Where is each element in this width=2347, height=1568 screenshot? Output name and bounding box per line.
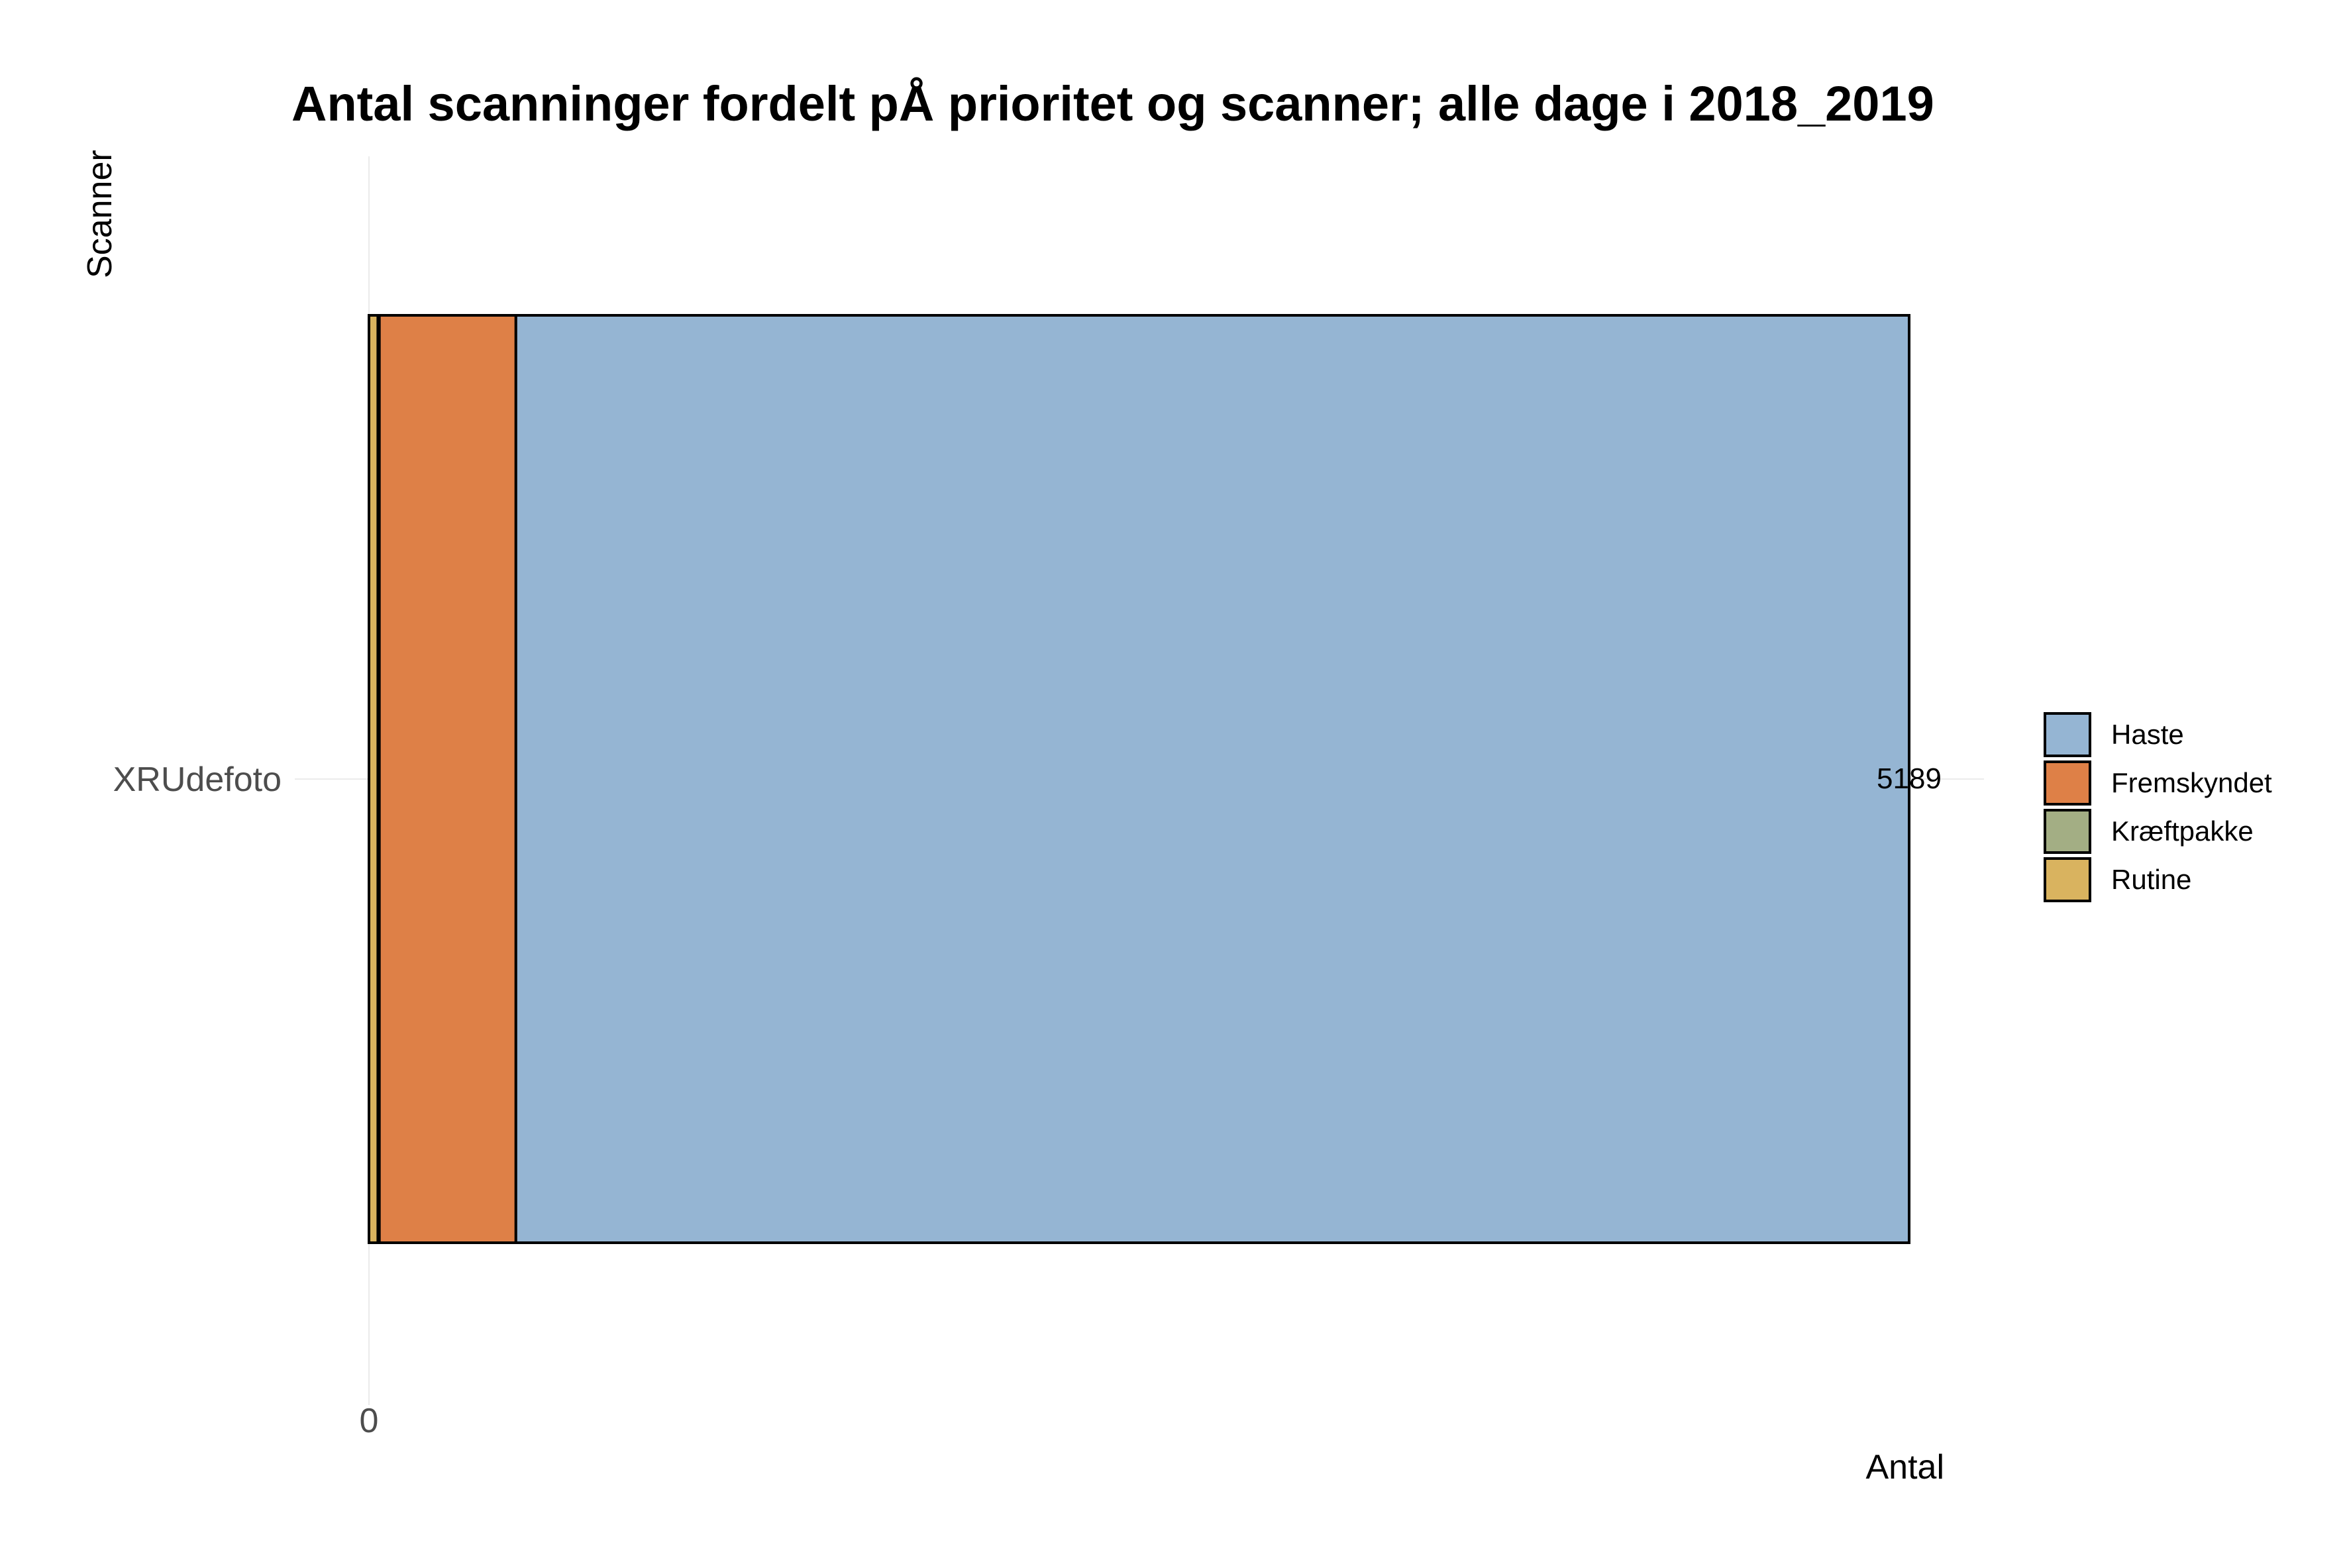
y-tick-label-xrudefoto: XRUdefoto — [113, 760, 282, 799]
legend: Haste Fremskyndet Kræftpakke Rutine — [2044, 712, 2272, 902]
legend-key-kr-ftpakke — [2044, 809, 2091, 854]
bar-segment-fremskyndet — [378, 314, 517, 1244]
legend-label-rutine: Rutine — [2111, 864, 2191, 895]
bars — [368, 314, 1910, 1244]
total-label: 5189 — [1877, 762, 1942, 795]
legend-label-fremskyndet: Fremskyndet — [2111, 767, 2272, 798]
chart-title: Antal scanninger fordelt pÅ prioritet og… — [291, 76, 1934, 131]
legend-label-haste: Haste — [2111, 719, 2184, 750]
x-axis-title: Antal — [1865, 1448, 1944, 1487]
legend-key-fremskyndet — [2044, 760, 2091, 806]
bar-segment-haste — [514, 314, 1910, 1244]
legend-label-kr-ftpakke: Kræftpakke — [2111, 815, 2254, 847]
labels: XRUdefoto 5189 0 — [113, 760, 1942, 1440]
x-tick-label-0: 0 — [360, 1402, 379, 1440]
y-axis-title: Scanner — [81, 150, 119, 278]
bar-segment-rutine — [368, 314, 380, 1244]
legend-key-haste — [2044, 712, 2091, 757]
legend-key-rutine — [2044, 857, 2091, 902]
